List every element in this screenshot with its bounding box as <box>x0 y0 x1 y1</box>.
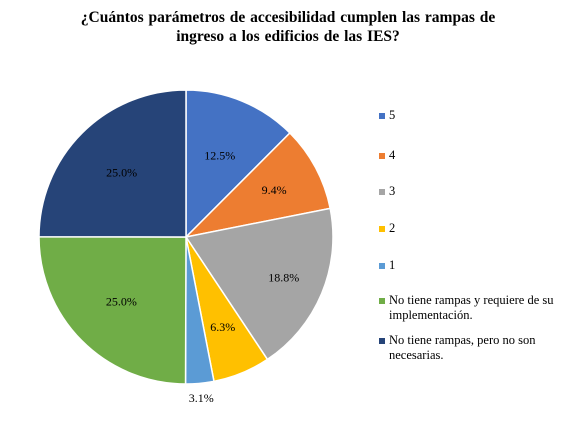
data-label-5: 3.1% <box>189 391 214 405</box>
chart-title-line-2: ingreso a los edificios de las IES? <box>176 28 400 45</box>
legend-label: 1 <box>389 258 396 272</box>
data-label-2: 9.4% <box>262 183 287 197</box>
legend-label: No tiene rampas y requiere de su impleme… <box>389 293 554 322</box>
data-label-6: 25.0% <box>106 294 137 308</box>
data-label-7: 25.0% <box>106 166 137 180</box>
pie-slice-1 <box>185 89 291 239</box>
legend-swatch <box>379 113 385 119</box>
data-label-1: 12.5% <box>204 149 235 163</box>
legend-swatch <box>379 153 385 159</box>
pie-slice-3 <box>184 207 334 361</box>
chart-title: ¿Cuántos parámetros de accesibilidad cum… <box>60 8 516 46</box>
legend-swatch <box>379 338 385 344</box>
pie-slice-7 <box>38 89 187 238</box>
chart-title-line-1: ¿Cuántos parámetros de accesibilidad cum… <box>80 9 496 26</box>
legend-swatch <box>379 298 385 304</box>
legend-label: 4 <box>389 148 396 162</box>
legend-label: 3 <box>389 184 396 198</box>
legend-label: 2 <box>389 221 396 235</box>
data-label-3: 18.8% <box>268 271 299 285</box>
legend-swatch <box>379 263 385 269</box>
legend-swatch <box>379 226 385 232</box>
pie-data-labels: 12.5% 9.4% 18.8% 6.3% 3.1% 25.0% 25.0% <box>106 149 299 406</box>
pie-slice-2 <box>183 131 332 239</box>
pie-slice-6 <box>38 236 187 385</box>
pie-slices <box>38 89 334 385</box>
legend-swatch <box>379 189 385 195</box>
legend-label: No tiene rampas, pero no son necesarias. <box>389 333 536 362</box>
data-label-4: 6.3% <box>210 320 235 334</box>
legend-label: 5 <box>389 108 396 122</box>
